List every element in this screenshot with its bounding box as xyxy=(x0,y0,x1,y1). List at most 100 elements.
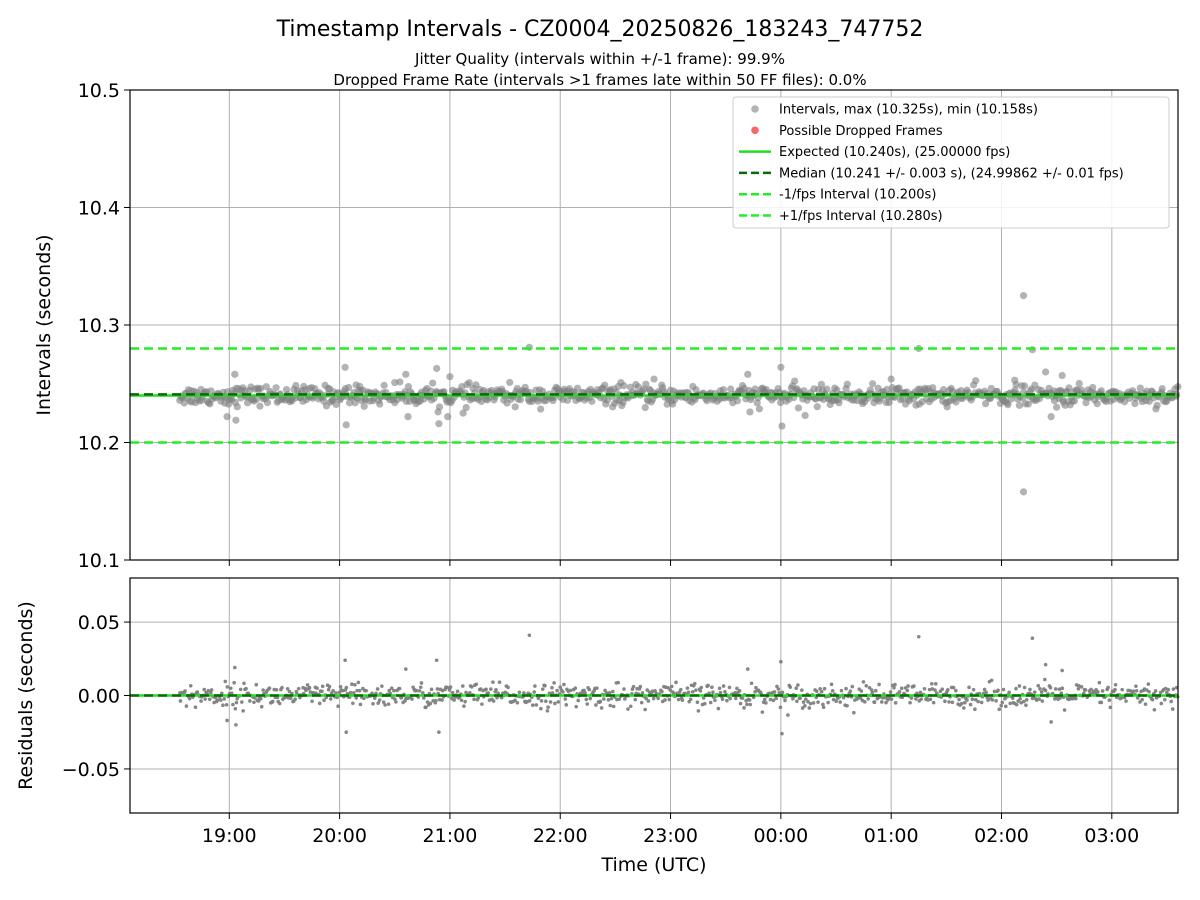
data-point xyxy=(595,686,599,690)
data-point xyxy=(800,688,804,692)
data-point xyxy=(252,395,261,403)
data-point xyxy=(1024,400,1032,408)
data-point xyxy=(859,689,864,693)
data-point xyxy=(256,402,264,410)
data-point xyxy=(685,686,690,690)
y-tick-label: 10.3 xyxy=(78,315,120,337)
data-points xyxy=(178,633,1180,736)
data-point xyxy=(238,687,243,692)
data-point xyxy=(248,699,252,703)
data-point xyxy=(424,705,428,710)
data-point xyxy=(733,691,737,695)
data-point xyxy=(813,403,821,411)
data-point xyxy=(930,687,935,691)
data-point xyxy=(219,691,224,696)
data-point xyxy=(695,700,700,705)
data-point xyxy=(585,702,590,706)
data-point xyxy=(357,688,362,693)
outlier-point xyxy=(233,665,237,670)
data-point xyxy=(397,686,402,691)
y-tick-label: 10.1 xyxy=(78,550,120,572)
data-point xyxy=(1001,687,1006,692)
data-point xyxy=(1057,687,1062,691)
data-point xyxy=(791,696,795,701)
data-point xyxy=(1131,689,1136,693)
data-point xyxy=(1170,707,1175,711)
data-point xyxy=(1135,696,1140,700)
data-point xyxy=(1096,690,1100,694)
data-point xyxy=(499,695,504,700)
data-point xyxy=(783,698,787,703)
data-point xyxy=(967,685,971,690)
data-point xyxy=(394,700,398,704)
data-point xyxy=(305,683,310,687)
data-point xyxy=(762,697,767,702)
data-point xyxy=(603,688,607,693)
data-point xyxy=(206,688,211,693)
data-point xyxy=(713,698,717,703)
data-point xyxy=(344,685,349,690)
data-point xyxy=(1037,697,1041,701)
outlier-point xyxy=(1042,368,1050,376)
outlier-point xyxy=(744,370,752,378)
legend-marker-intervals xyxy=(751,105,759,113)
data-point xyxy=(733,397,742,405)
data-point xyxy=(707,691,711,695)
data-point xyxy=(696,709,701,713)
data-point xyxy=(725,698,729,703)
data-point xyxy=(1079,685,1084,689)
data-point xyxy=(322,698,326,703)
data-point xyxy=(957,697,961,702)
data-point xyxy=(1014,686,1018,691)
data-point xyxy=(231,702,235,707)
data-point xyxy=(738,701,743,706)
data-point xyxy=(584,697,589,702)
data-point xyxy=(381,700,386,704)
data-point xyxy=(484,687,488,692)
data-point xyxy=(931,700,936,705)
data-point xyxy=(601,381,609,389)
data-point xyxy=(822,686,827,691)
data-point xyxy=(674,680,678,685)
data-point xyxy=(742,706,746,710)
data-point xyxy=(280,685,284,690)
data-point xyxy=(631,684,636,689)
data-point xyxy=(539,706,543,711)
outlier-point xyxy=(404,413,412,421)
outlier-point xyxy=(403,667,408,671)
data-point xyxy=(550,685,554,690)
data-point xyxy=(223,679,228,684)
data-point xyxy=(791,377,799,385)
data-point xyxy=(866,697,870,701)
data-point xyxy=(889,697,894,701)
data-point xyxy=(195,690,200,694)
data-point xyxy=(543,683,547,688)
data-point xyxy=(1024,698,1029,702)
data-point xyxy=(387,688,392,693)
data-point xyxy=(668,688,673,692)
y-axis-label: Intervals (seconds) xyxy=(33,234,55,415)
data-point xyxy=(1003,696,1007,701)
legend-label: Possible Dropped Frames xyxy=(779,124,943,139)
data-point xyxy=(915,691,919,696)
data-point xyxy=(1138,700,1142,704)
data-point xyxy=(203,697,207,701)
data-point xyxy=(864,683,869,688)
y-tick-label: 10.2 xyxy=(78,433,120,455)
data-point xyxy=(848,689,853,694)
data-point xyxy=(270,699,275,704)
data-point xyxy=(1043,677,1047,682)
outlier-point xyxy=(746,408,754,416)
data-point xyxy=(1060,686,1065,691)
data-point xyxy=(1169,699,1174,704)
outlier-point xyxy=(1043,662,1048,667)
data-point xyxy=(517,690,522,695)
data-point xyxy=(386,702,391,706)
data-point xyxy=(328,697,333,701)
outlier-point xyxy=(352,381,360,389)
data-point xyxy=(362,696,366,701)
data-point xyxy=(1075,379,1083,388)
data-point xyxy=(669,684,674,689)
outlier-point xyxy=(231,370,239,378)
data-point xyxy=(393,697,397,701)
